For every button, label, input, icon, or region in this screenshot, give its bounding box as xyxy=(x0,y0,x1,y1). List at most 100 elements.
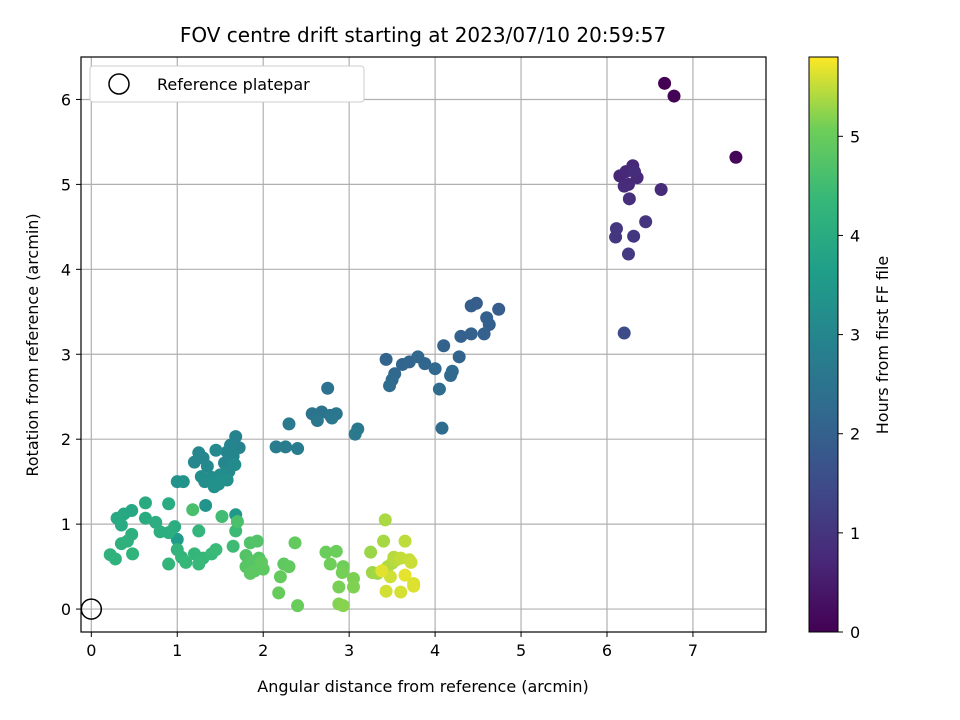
data-point xyxy=(729,150,743,164)
data-point xyxy=(200,459,214,473)
data-point xyxy=(138,496,152,510)
x-tick-label: 3 xyxy=(344,641,354,660)
y-tick-label: 1 xyxy=(61,515,71,534)
data-point xyxy=(454,329,468,343)
y-tick-label: 4 xyxy=(61,260,71,279)
colorbar-tick-label: 0 xyxy=(850,623,860,642)
y-tick-label: 6 xyxy=(61,90,71,109)
data-point xyxy=(464,299,478,313)
data-point xyxy=(269,440,283,454)
data-point xyxy=(176,475,190,489)
colorbar-tick-label: 3 xyxy=(850,326,860,345)
data-point xyxy=(215,509,229,523)
data-point xyxy=(428,362,442,376)
data-point xyxy=(622,192,636,206)
legend-box xyxy=(89,65,365,103)
legend-marker xyxy=(108,73,130,95)
data-point xyxy=(336,599,350,613)
data-point xyxy=(192,557,206,571)
data-point xyxy=(230,515,244,529)
y-tick-label: 5 xyxy=(61,175,71,194)
y-tick-label: 0 xyxy=(61,600,71,619)
data-point xyxy=(291,599,305,613)
x-tick-label: 4 xyxy=(430,641,440,660)
chart-title: FOV centre drift starting at 2023/07/10 … xyxy=(180,23,666,47)
data-point xyxy=(310,414,324,428)
data-point xyxy=(108,552,122,566)
data-point xyxy=(321,381,335,395)
data-point xyxy=(621,247,635,261)
data-point xyxy=(209,543,223,557)
data-point xyxy=(617,179,631,193)
data-point xyxy=(323,557,337,571)
data-point xyxy=(209,443,223,457)
data-point xyxy=(452,350,466,364)
data-point xyxy=(126,547,140,561)
data-point xyxy=(162,557,176,571)
data-point xyxy=(243,566,257,580)
data-point xyxy=(464,327,478,341)
data-point xyxy=(282,560,296,574)
x-axis-ticks: 0 1 2 3 4 5 6 7 xyxy=(86,632,698,660)
data-point xyxy=(375,564,389,578)
x-tick-label: 7 xyxy=(688,641,698,660)
data-point xyxy=(179,555,193,569)
data-point xyxy=(492,302,506,316)
data-point xyxy=(319,545,333,559)
data-point xyxy=(398,568,412,582)
data-point xyxy=(364,545,378,559)
data-point xyxy=(639,215,653,229)
x-tick-label: 2 xyxy=(258,641,268,660)
data-point xyxy=(418,357,432,371)
data-point xyxy=(617,326,631,340)
colorbar-ticks: 0 1 2 3 4 5 xyxy=(838,127,860,642)
data-point xyxy=(228,458,242,472)
data-point xyxy=(288,536,302,550)
x-tick-label: 5 xyxy=(516,641,526,660)
data-point xyxy=(667,89,681,103)
data-point xyxy=(192,524,206,538)
data-point xyxy=(383,379,397,393)
colorbar-tick-label: 5 xyxy=(850,127,860,146)
data-point xyxy=(207,480,221,494)
data-point xyxy=(187,455,201,469)
data-point xyxy=(437,339,451,353)
data-point xyxy=(627,229,641,243)
colorbar-tick-label: 1 xyxy=(850,524,860,543)
colorbar-label: Hours from first FF file xyxy=(873,256,892,435)
data-point xyxy=(348,427,362,441)
data-point xyxy=(138,511,152,525)
legend: Reference platepar xyxy=(89,65,365,103)
colorbar-tick-label: 2 xyxy=(850,425,860,444)
grid-lines xyxy=(81,57,766,632)
data-point xyxy=(329,544,343,558)
data-point xyxy=(335,566,349,580)
data-point xyxy=(432,382,446,396)
data-point xyxy=(394,585,408,599)
data-point xyxy=(654,182,668,196)
data-point xyxy=(254,555,268,569)
data-point xyxy=(114,518,128,532)
colorbar: 0 1 2 3 4 5 Hours from first FF file xyxy=(808,56,892,642)
x-axis-label: Angular distance from reference (arcmin) xyxy=(257,677,588,696)
data-point xyxy=(199,498,213,512)
x-tick-label: 0 xyxy=(86,641,96,660)
colorbar-tick-label: 4 xyxy=(850,226,860,245)
data-point xyxy=(162,497,176,511)
data-point xyxy=(398,534,412,548)
data-point xyxy=(291,442,305,456)
data-point xyxy=(272,586,286,600)
data-points xyxy=(80,76,743,620)
data-point xyxy=(282,417,296,431)
data-point xyxy=(404,555,418,569)
data-point xyxy=(379,352,393,366)
data-point xyxy=(658,76,672,90)
x-tick-label: 1 xyxy=(172,641,182,660)
x-tick-label: 6 xyxy=(602,641,612,660)
data-point xyxy=(435,421,449,435)
data-point xyxy=(279,440,293,454)
data-point xyxy=(114,537,128,551)
data-point xyxy=(226,539,240,553)
data-point xyxy=(325,411,339,425)
